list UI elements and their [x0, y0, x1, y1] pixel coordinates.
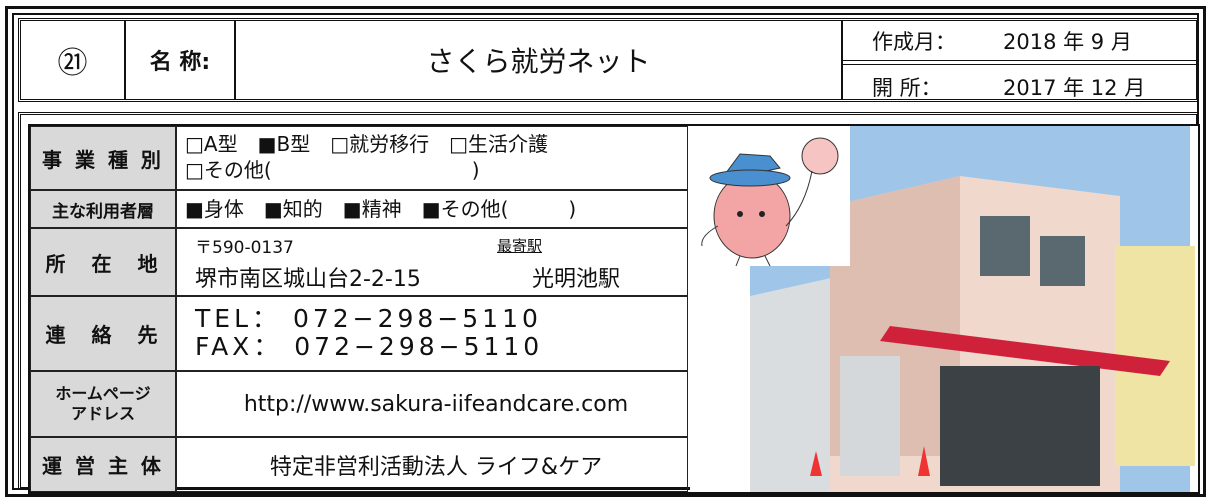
row-label: 事 業 種 別 [30, 126, 176, 190]
created-label: 作成月： [872, 30, 956, 54]
row-label: 所 在 地 [30, 228, 176, 296]
tel: TEL： 072−298−5110 [195, 304, 542, 333]
row-label: 連 絡 先 [30, 296, 176, 371]
label-line: ホームページ [55, 384, 151, 403]
type-line: □その他( ) [185, 158, 480, 182]
cone [918, 446, 930, 476]
number: ㉑ [21, 21, 126, 99]
photo [690, 126, 1198, 492]
row-value: TEL： 072−298−5110 FAX： 072−298−5110 [176, 296, 688, 371]
cone [810, 451, 822, 476]
window [1040, 236, 1085, 286]
divider [843, 60, 1196, 65]
postal: 〒590-0137 [195, 238, 294, 258]
mascot-eye [759, 211, 765, 217]
type-line: □A型 ■B型 □就労移行 □生活介護 [185, 132, 548, 156]
row-label: 主な利用者層 [30, 190, 176, 228]
wall [840, 356, 900, 476]
row-value: □A型 ■B型 □就労移行 □生活介護 □その他( ) [176, 126, 688, 190]
awning [880, 326, 1170, 376]
label-line: アドレス [70, 404, 135, 423]
mascot-body [713, 173, 791, 259]
mascot-hat-brim [709, 169, 791, 187]
station: 光明池駅 [532, 267, 621, 292]
row-value: 特定非営利活動法人 ライフ&ケア [176, 437, 688, 492]
row-value: ■身体 ■知的 ■精神 ■その他( ) [176, 190, 688, 228]
mascot-eye [737, 211, 743, 217]
outer-frame [5, 6, 1206, 497]
body-inner [28, 124, 1200, 494]
row-value: http://www.sakura-iifeandcare.com [176, 371, 688, 437]
side-building [750, 276, 840, 492]
entrance [940, 366, 1100, 486]
row-label: 運 営 主 体 [30, 437, 176, 492]
header [18, 18, 1199, 102]
fax: FAX： 072−298−5110 [195, 332, 544, 361]
address: 堺市南区城山台2-2-15 [195, 267, 421, 292]
window [980, 216, 1030, 276]
opened: 2017 年 12 月 [1003, 76, 1146, 100]
name-label: 名 称: [126, 21, 236, 99]
mascot-flower [801, 137, 839, 175]
name: さくら就労ネット [236, 21, 843, 99]
row-value: 〒590-0137 最寄駅 堺市南区城山台2-2-15 光明池駅 [176, 228, 688, 296]
row-label: ホームページ アドレス [30, 371, 176, 437]
created: 2018 年 9 月 [1003, 30, 1132, 54]
opened-label: 開 所： [872, 76, 942, 100]
station-label: 最寄駅 [497, 237, 543, 255]
mascot-limbs [701, 170, 813, 267]
